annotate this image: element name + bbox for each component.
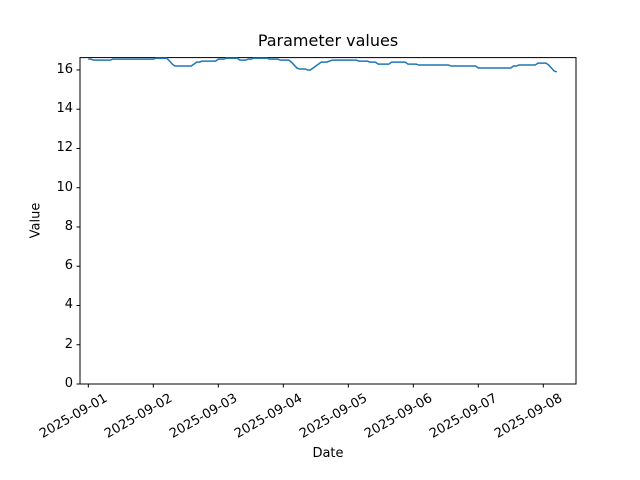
chart-title: Parameter values: [257, 31, 399, 50]
x-axis-label: Date: [312, 446, 344, 461]
axes-spines: [79, 57, 577, 385]
y-tick-label: 12: [56, 140, 73, 156]
y-tick-label: 2: [64, 336, 73, 352]
y-tick-label: 16: [56, 61, 73, 77]
data-line: [88, 57, 558, 73]
y-tick-label: 0: [64, 376, 73, 391]
y-tick-label: 4: [64, 297, 73, 313]
y-tick-label: 6: [64, 258, 73, 274]
y-tick-label: 14: [56, 101, 73, 117]
y-tick-label: 8: [64, 218, 73, 234]
y-tick-label: 10: [56, 179, 73, 195]
